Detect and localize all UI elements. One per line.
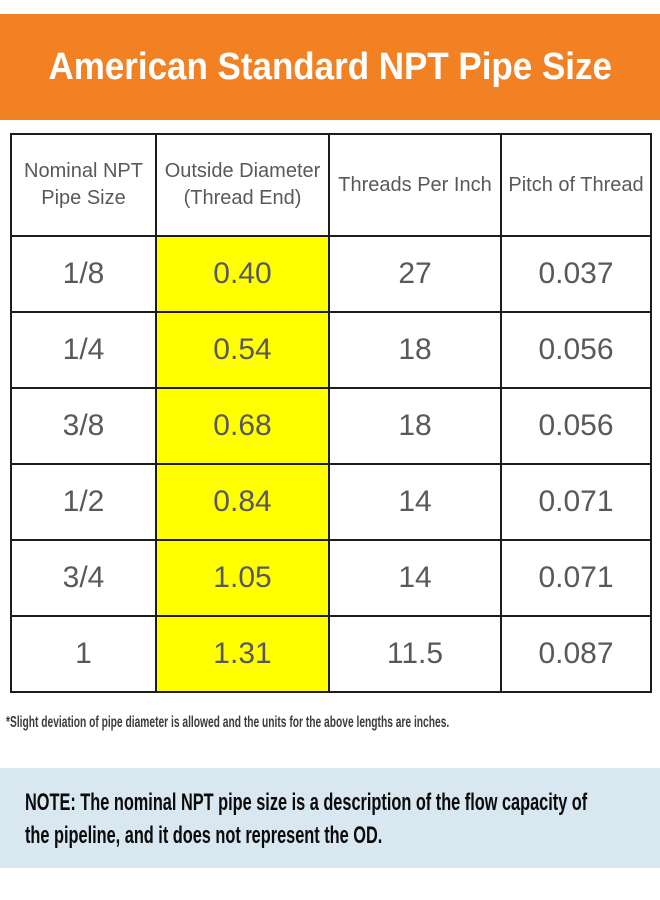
outside-diameter-cell: 0.84 [155,463,330,541]
pipe-size-cell: 1 [10,615,157,693]
column-header-outside-diameter: Outside Diameter (Thread End) [155,133,330,237]
outside-diameter-cell: 1.05 [155,539,330,617]
threads-per-inch-cell: 14 [328,539,502,617]
outside-diameter-cell: 0.54 [155,311,330,389]
pitch-cell: 0.037 [500,235,652,313]
note-band: NOTE: The nominal NPT pipe size is a des… [0,768,660,868]
outside-diameter-cell: 1.31 [155,615,330,693]
table-row: 1/8 0.40 27 0.037 [10,235,652,313]
table-row: 1/4 0.54 18 0.056 [10,311,652,389]
table-body: 1/8 0.40 27 0.037 1/4 0.54 18 0.056 3/8 0.68 18 0.0… [10,235,652,693]
pitch-cell: 0.056 [500,311,652,389]
header-row: Nominal NPT Pipe Size Outside Diameter (… [10,133,652,237]
pitch-cell: 0.071 [500,539,652,617]
npt-size-table: Nominal NPT Pipe Size Outside Diameter (… [10,133,652,693]
threads-per-inch-cell: 18 [328,311,502,389]
threads-per-inch-cell: 27 [328,235,502,313]
threads-per-inch-cell: 14 [328,463,502,541]
outside-diameter-cell: 0.68 [155,387,330,465]
column-header-threads-per-inch: Threads Per Inch [328,133,502,237]
column-header-pitch: Pitch of Thread [500,133,652,237]
outside-diameter-cell: 0.40 [155,235,330,313]
note-line-1: NOTE: The nominal NPT pipe size is a des… [25,789,588,816]
title-banner: American Standard NPT Pipe Size [0,14,660,120]
pipe-size-cell: 1/2 [10,463,157,541]
note-line-2: the pipeline, and it does not represent … [25,822,383,849]
table-row: 1 1.31 11.5 0.087 [10,615,652,693]
page-title: American Standard NPT Pipe Size [48,45,612,88]
pitch-cell: 0.071 [500,463,652,541]
table-header: Nominal NPT Pipe Size Outside Diameter (… [10,133,652,237]
table-row: 3/8 0.68 18 0.056 [10,387,652,465]
pipe-size-cell: 3/4 [10,539,157,617]
table-row: 3/4 1.05 14 0.071 [10,539,652,617]
footnote-text: *Slight deviation of pipe diameter is al… [6,714,450,731]
threads-per-inch-cell: 11.5 [328,615,502,693]
pipe-size-cell: 1/8 [10,235,157,313]
threads-per-inch-cell: 18 [328,387,502,465]
table-row: 1/2 0.84 14 0.071 [10,463,652,541]
pitch-cell: 0.087 [500,615,652,693]
pitch-cell: 0.056 [500,387,652,465]
pipe-size-cell: 3/8 [10,387,157,465]
pipe-size-cell: 1/4 [10,311,157,389]
column-header-nominal-size: Nominal NPT Pipe Size [10,133,157,237]
